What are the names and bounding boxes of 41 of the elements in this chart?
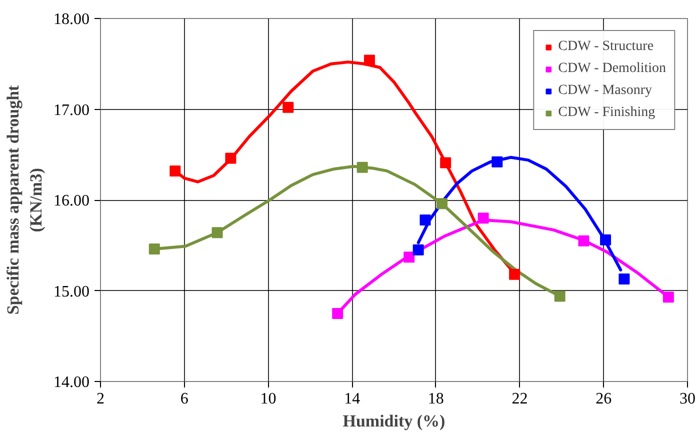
y-tick-label: 15.00 — [54, 283, 90, 300]
point — [170, 165, 181, 176]
y-axis-title: Specific mass apparent drought (KN/m3) — [4, 84, 46, 315]
x-tick-label: 2 — [96, 390, 104, 408]
legend-label: CDW - Structure — [558, 39, 654, 55]
y-tick-label: 17.00 — [54, 102, 90, 119]
legend-label: CDW - Finishing — [558, 105, 656, 121]
point — [404, 252, 415, 263]
point — [509, 268, 520, 280]
x-tick-label: 30 — [680, 390, 696, 408]
point — [662, 292, 674, 303]
x-tick-label: 18 — [428, 390, 444, 408]
point — [282, 102, 294, 113]
point — [492, 156, 503, 168]
point — [412, 244, 424, 256]
point — [364, 54, 375, 66]
point — [578, 235, 590, 246]
y-tick-label: 14.00 — [54, 374, 90, 391]
point — [420, 214, 431, 226]
x-tick-label: 10 — [260, 390, 276, 408]
x-tick-label: 14 — [344, 390, 360, 408]
y-tick-label: 18.00 — [54, 11, 90, 28]
legend-label: CDW - Masonry — [558, 83, 652, 99]
point — [554, 290, 566, 302]
point — [148, 244, 160, 255]
y-tick-label: 16.00 — [54, 192, 90, 210]
x-axis-title: Humidity (%) — [342, 412, 446, 430]
point — [600, 234, 612, 246]
point — [225, 152, 236, 164]
point — [478, 212, 489, 224]
point — [332, 308, 344, 319]
x-tick-label: 6 — [180, 390, 188, 408]
point — [212, 227, 223, 238]
legend-label: CDW - Demolition — [558, 61, 666, 77]
point — [440, 157, 452, 168]
line-series — [416, 156, 622, 272]
x-tick-label: 22 — [512, 390, 528, 408]
point — [618, 273, 630, 284]
point — [356, 162, 368, 173]
x-tick-label: 26 — [596, 390, 612, 408]
point — [436, 198, 448, 210]
